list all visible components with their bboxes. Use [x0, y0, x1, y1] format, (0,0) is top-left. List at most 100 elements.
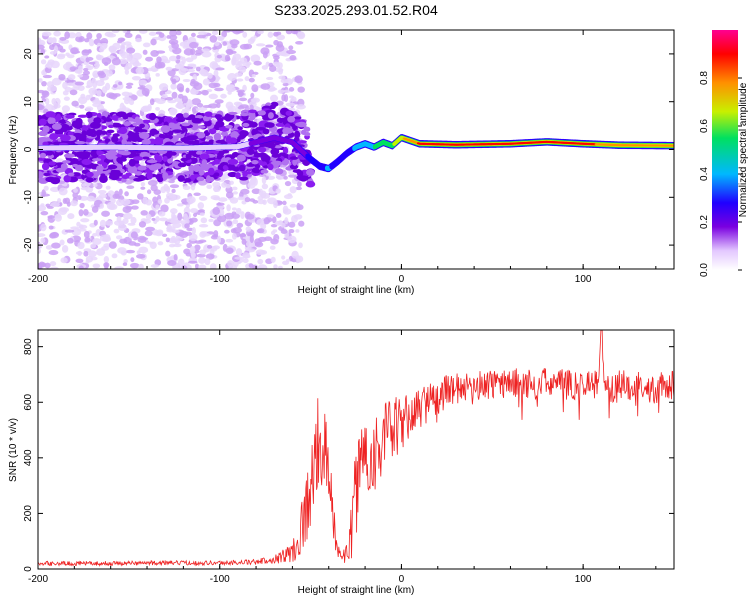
spectrogram-noise-blob — [138, 263, 144, 269]
spectrogram-band-blob — [76, 151, 87, 159]
spectrogram-noise-blob — [189, 208, 199, 214]
spectrogram-band-blob — [271, 160, 283, 166]
spectrogram-noise-blob — [85, 259, 90, 264]
spectrogram-noise-blob — [222, 41, 227, 46]
spectrogram-noise-blob — [235, 248, 243, 256]
spectrogram-band-blob — [137, 165, 147, 171]
spectrogram-noise-blob — [83, 230, 90, 239]
spectrogram-band-blob — [176, 133, 185, 139]
spectrogram-band-blob — [238, 176, 249, 181]
spectrogram-noise-blob — [92, 263, 101, 269]
spectrogram-band-blob — [62, 160, 71, 164]
spectrogram-noise-blob — [209, 263, 217, 269]
spectrogram-noise-blob — [218, 197, 228, 202]
spectrogram-noise-blob — [253, 60, 262, 66]
spectrogram-noise-blob — [145, 56, 153, 62]
spectrogram-noise-blob — [228, 264, 238, 269]
spectrogram-noise-blob — [146, 189, 152, 195]
spectrogram-noise-blob — [232, 191, 238, 195]
spectrogram-noise-blob — [59, 207, 70, 213]
spectrogram-noise-blob — [126, 97, 131, 102]
spectrogram-noise-blob — [78, 96, 88, 105]
spectrogram-noise-blob — [122, 262, 128, 266]
spectrogram-noise-blob — [111, 253, 118, 259]
spectrogram-noise-blob — [244, 197, 251, 203]
spectrogram-noise-blob — [173, 266, 180, 269]
spectrogram-band-blob — [215, 139, 224, 144]
spectrogram-noise-blob — [283, 89, 291, 93]
spectrogram-noise-blob — [208, 218, 214, 223]
spectrogram-noise-blob — [40, 223, 47, 232]
spectrogram-noise-blob — [111, 57, 121, 66]
spectrogram-noise-blob — [236, 78, 244, 82]
spectrogram-noise-blob — [190, 183, 196, 191]
spectrogram-noise-blob — [106, 201, 116, 210]
spectrogram-band-blob — [139, 123, 145, 128]
spectrogram-noise-blob — [145, 226, 155, 232]
snr-plot-area — [38, 330, 674, 569]
spectrogram-noise-blob — [258, 188, 264, 197]
spectrogram-noise-blob — [181, 95, 188, 104]
spectrogram-band-blob — [167, 131, 174, 136]
spectrogram-noise-blob — [218, 208, 225, 217]
spectrogram-noise-blob — [260, 83, 271, 90]
colorbar-tick-label: 0.6 — [699, 119, 710, 133]
spectrogram-noise-blob — [271, 216, 277, 224]
spectrogram-noise-blob — [62, 90, 69, 96]
spectrogram-noise-blob — [112, 193, 121, 200]
spectrogram-band-blob — [96, 148, 102, 156]
spectrogram-noise-blob — [199, 212, 205, 217]
colorbar-tick-label: 0.4 — [699, 167, 710, 181]
spectrogram-band-blob — [258, 146, 267, 153]
spectrogram-y-tick-label: 0 — [23, 146, 34, 152]
spectrogram-band-blob — [240, 112, 249, 117]
spectrogram-band-blob — [176, 117, 186, 123]
spectrogram-band-blob — [92, 158, 102, 162]
spectrogram-noise-blob — [77, 250, 82, 256]
spectrogram-noise-blob — [196, 103, 204, 108]
spectrogram-noise-blob — [113, 93, 121, 97]
spectrogram-band-blob — [116, 157, 122, 163]
spectrogram-noise-blob — [136, 193, 144, 200]
snr-series-line — [38, 330, 674, 567]
spectrogram-noise-blob — [164, 97, 174, 101]
spectrogram-noise-blob — [112, 42, 121, 50]
spectrogram-noise-blob — [182, 78, 191, 83]
spectrogram-noise-blob — [286, 49, 297, 55]
spectrogram-noise-blob — [145, 213, 152, 221]
spectrogram-noise-blob — [224, 54, 231, 62]
spectrogram-noise-blob — [196, 46, 203, 51]
spectrogram-band-blob — [128, 158, 136, 167]
spectrogram-band-blob — [216, 154, 222, 160]
spectrogram-noise-blob — [197, 31, 208, 36]
spectrogram-noise-blob — [97, 189, 107, 195]
spectrogram-noise-blob — [86, 195, 96, 202]
spectrogram-band-blob — [59, 134, 71, 142]
spectrogram-noise-blob — [267, 31, 274, 38]
spectrogram-noise-blob — [80, 186, 89, 191]
spectrogram-band-blob — [77, 114, 88, 118]
spectrogram-noise-blob — [274, 220, 283, 226]
spectrogram-band-blob — [285, 110, 292, 116]
spectrogram-noise-blob — [99, 46, 105, 53]
spectrogram-band-blob — [67, 172, 75, 177]
spectrogram-noise-blob — [242, 252, 251, 259]
spectrogram-band-blob — [304, 132, 311, 137]
spectrogram-band-blob — [72, 120, 78, 126]
spectrogram-band-blob — [38, 171, 44, 179]
spectrogram-noise-blob — [51, 242, 61, 249]
spectrogram-noise-blob — [79, 104, 85, 109]
spectrogram-band-blob — [123, 121, 132, 127]
spectrogram-noise-blob — [273, 55, 280, 60]
spectrogram-noise-blob — [119, 58, 128, 65]
spectrogram-noise-blob — [186, 196, 196, 204]
spectrogram-noise-blob — [45, 203, 51, 208]
spectrogram-noise-blob — [123, 65, 130, 71]
spectrogram-noise-blob — [126, 55, 132, 62]
spectrogram-noise-blob — [77, 74, 84, 78]
spectrogram-band-blob — [271, 153, 282, 158]
spectrogram-band-blob — [208, 128, 217, 135]
spectrogram-noise-blob — [105, 220, 114, 226]
spectrogram-band-blob — [39, 152, 47, 159]
